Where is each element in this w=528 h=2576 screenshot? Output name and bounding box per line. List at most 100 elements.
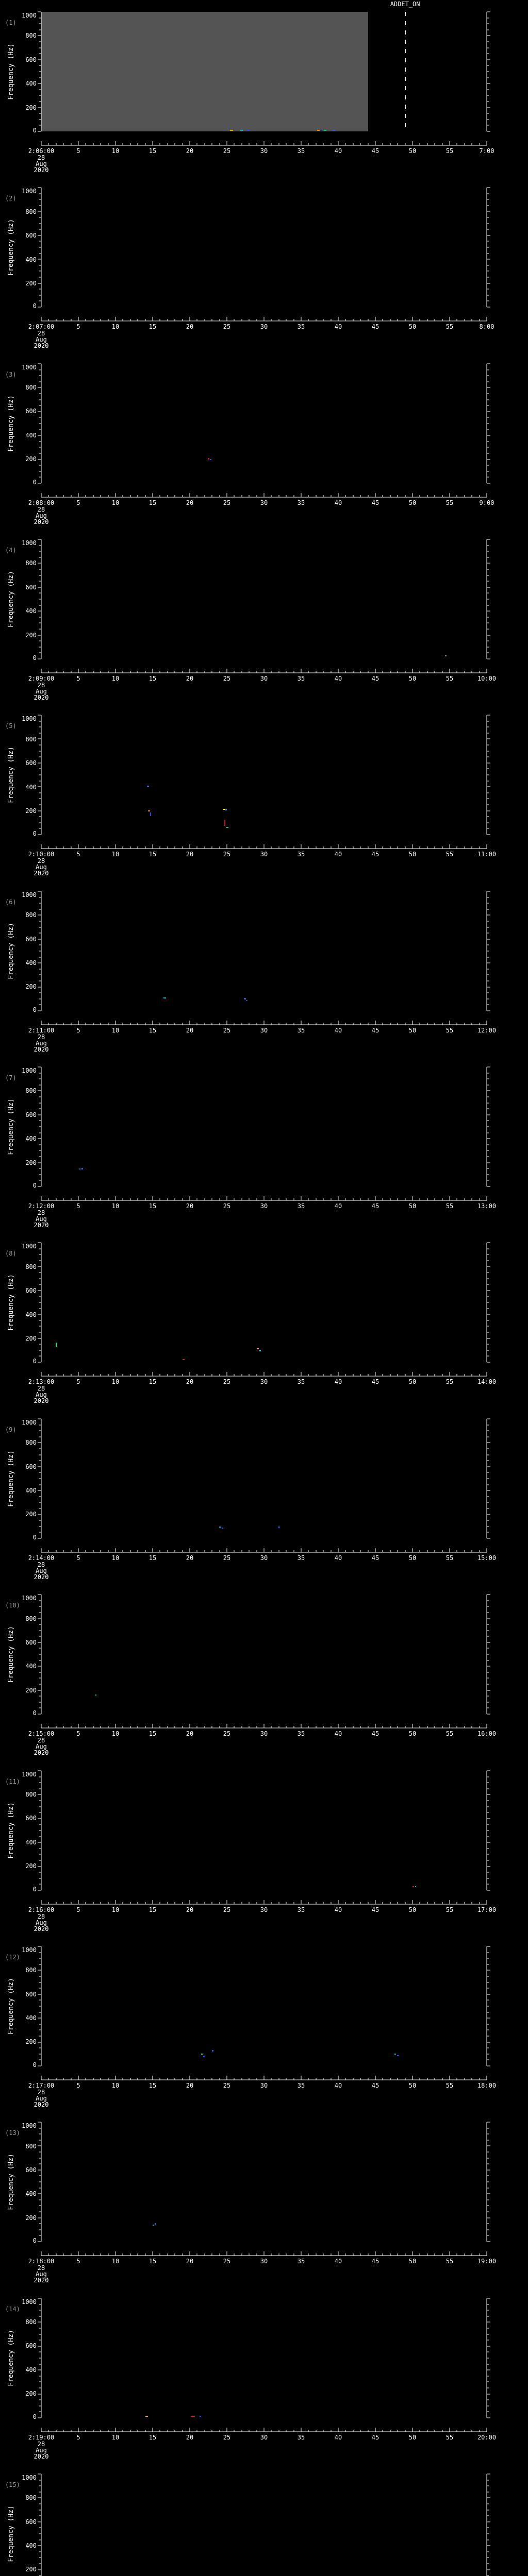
frequency-axis-title: Frequency (Hz)	[7, 43, 15, 100]
y-tick-label: 0	[32, 1006, 37, 1013]
x-tick-label: 30	[260, 2081, 268, 2089]
y-tick-label: 0	[32, 1885, 37, 1893]
y-tick-label: 600	[25, 1638, 37, 1646]
panel-number-label: (14)	[5, 2305, 20, 2313]
x-tick-label: 20	[186, 499, 194, 506]
x-tick-label: 55	[446, 323, 454, 331]
y-tick-label: 0	[32, 830, 37, 838]
x-tick-label-end: 15:00	[477, 1554, 497, 1562]
y-tick-label: 200	[25, 2390, 37, 2398]
panel-15: (15)Frequency (Hz)100080060040020002:20:…	[0, 2473, 528, 2576]
frequency-axis-title: Frequency (Hz)	[7, 1626, 15, 1683]
detection-mark	[247, 130, 250, 131]
y-tick-label: 800	[25, 1967, 37, 1974]
y-tick-label: 800	[25, 2142, 37, 2150]
x-tick-label: 20	[186, 323, 194, 331]
detection-mark	[190, 2416, 195, 2417]
x-tick-label: 15	[148, 1906, 157, 1913]
x-tick-label: 45	[371, 851, 380, 858]
x-tick-label: 10	[111, 675, 120, 683]
x-tick-label: 40	[334, 1906, 342, 1913]
x-tick-label: 35	[297, 2433, 305, 2441]
x-tick-label: 10	[111, 1378, 120, 1386]
detection-mark	[323, 129, 326, 131]
panel-number-label: (6)	[5, 898, 16, 906]
x-tick-label-start: 2:15:00	[28, 1730, 55, 1738]
y-tick-label: 1000	[22, 1595, 37, 1602]
date-label: 28	[37, 1561, 45, 1568]
panel-axes	[38, 1594, 490, 1728]
x-tick-label-end: 18:00	[477, 2081, 497, 2089]
detection-mark	[203, 2055, 205, 2057]
x-tick-label: 30	[260, 1906, 268, 1913]
frequency-axis-title: Frequency (Hz)	[7, 1978, 15, 2035]
x-tick-label: 15	[148, 499, 157, 506]
x-tick-label-start: 2:14:00	[28, 1554, 55, 1562]
panel-number-label: (9)	[5, 1426, 16, 1433]
date-label: Aug	[36, 2446, 47, 2454]
y-tick-label: 600	[25, 583, 37, 591]
x-tick-label: 40	[334, 147, 342, 155]
date-label: 28	[37, 1033, 45, 1041]
x-tick-label: 25	[223, 499, 231, 506]
y-tick-label: 600	[25, 935, 37, 943]
y-tick-label: 1000	[22, 12, 37, 19]
detection-mark	[397, 2055, 399, 2057]
x-tick-label: 30	[260, 147, 268, 155]
x-tick-label-end: 17:00	[477, 1906, 497, 1913]
y-tick-label: 200	[25, 983, 37, 991]
y-tick-label: 800	[25, 1439, 37, 1447]
y-tick-label: 1000	[22, 1946, 37, 1954]
date-label: Aug	[36, 2270, 47, 2278]
x-tick-label: 40	[334, 1730, 342, 1738]
y-tick-label: 400	[25, 256, 37, 263]
y-tick-label: 200	[25, 1159, 37, 1166]
x-tick-label: 55	[446, 851, 454, 858]
date-label: 2020	[34, 518, 49, 526]
x-tick-label: 40	[334, 2258, 342, 2265]
panel-2: (2) Frequency (Hz) 1000 800 600 400 200 0 2:07:0…	[0, 187, 528, 352]
y-tick-label: 1000	[22, 2122, 37, 2130]
frequency-axis-title: Frequency (Hz)	[7, 1274, 15, 1331]
x-tick-label: 40	[334, 1202, 342, 1210]
x-tick-label: 10	[111, 1202, 120, 1210]
date-label: Aug	[36, 1215, 47, 1223]
panel-axes	[38, 1946, 490, 2080]
x-tick-label: 40	[334, 851, 342, 858]
detection-mark	[212, 2050, 214, 2052]
x-tick-label: 25	[223, 1378, 231, 1386]
y-tick-label: 600	[25, 1990, 37, 1998]
y-tick-label: 0	[32, 1358, 37, 1365]
panel-5: (5) Frequency (Hz) 1000 800 600 400 200 0 2:10:0…	[0, 715, 528, 880]
detection-mark	[150, 812, 151, 817]
x-tick-label-start: 2:08:00	[28, 499, 55, 506]
x-tick-label: 10	[111, 851, 120, 858]
panel-12: (12) Frequency (Hz) 1000 800 600 400 200 0 2:17:…	[0, 1946, 528, 2111]
x-tick-label: 30	[260, 675, 268, 683]
x-tick-label: 45	[371, 675, 380, 683]
x-tick-label: 55	[446, 2081, 454, 2089]
date-label: Aug	[36, 1567, 47, 1574]
x-tick-label: 15	[148, 323, 157, 331]
x-tick-label: 35	[297, 1554, 305, 1562]
x-tick-label: 55	[446, 1554, 454, 1562]
x-tick-label: 20	[186, 2433, 194, 2441]
detection-mark	[225, 809, 227, 811]
panel-11: (11) Frequency (Hz) 1000 800 600 400 200 0 2:16:…	[0, 1770, 528, 1936]
y-tick-label: 1000	[22, 715, 37, 723]
detection-mark	[240, 130, 243, 131]
x-tick-label: 55	[446, 1730, 454, 1738]
panel-axes	[38, 2473, 490, 2576]
x-tick-label: 35	[297, 675, 305, 683]
x-tick-label: 25	[223, 1554, 231, 1562]
x-tick-label: 25	[223, 323, 231, 331]
y-tick-label: 800	[25, 208, 37, 215]
detection-mark	[221, 1528, 223, 1529]
x-tick-label: 40	[334, 2433, 342, 2441]
x-tick-label-end: 7:00	[479, 147, 494, 155]
detection-mark	[243, 998, 246, 1000]
x-tick-label: 30	[260, 1554, 268, 1562]
detection-mark	[246, 1000, 248, 1002]
y-tick-label: 1000	[22, 1770, 37, 1778]
panel-10: (10) Frequency (Hz) 1000 800 600 400 200 0 2:15:…	[0, 1594, 528, 1759]
